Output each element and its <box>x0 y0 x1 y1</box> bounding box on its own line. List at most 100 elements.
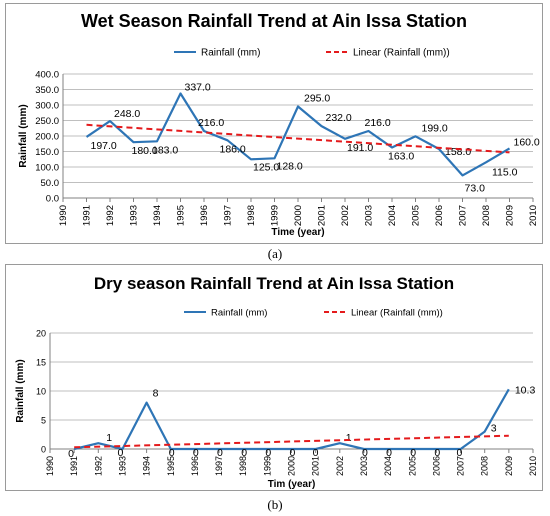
y-tick-label: 400.0 <box>35 70 59 81</box>
legend-label: Rainfall (mm) <box>201 48 260 59</box>
data-label: 0 <box>434 447 440 459</box>
x-tick-label: 2009 <box>505 205 516 226</box>
data-label: 1 <box>106 432 112 444</box>
x-axis-title: Tim (year) <box>268 479 316 490</box>
x-tick-label: 2006 <box>434 205 445 226</box>
data-label: 0 <box>117 447 123 459</box>
x-tick-label: 2010 <box>528 456 538 476</box>
x-tick-label: 2008 <box>480 456 490 476</box>
y-tick-label: 15 <box>36 358 46 368</box>
data-label: 0 <box>241 447 247 459</box>
x-tick-label: 2002 <box>340 205 351 226</box>
chart-title: Dry season Rainfall Trend at Ain Issa St… <box>93 274 455 293</box>
data-label: 0 <box>313 447 319 459</box>
y-tick-label: 10 <box>36 387 46 397</box>
x-tick-label: 2003 <box>359 456 369 476</box>
data-label: 160.0 <box>514 136 540 148</box>
wet-season-chart-panel: Wet Season Rainfall Trend at Ain Issa St… <box>5 3 543 244</box>
x-tick-label: 1994 <box>142 456 152 476</box>
data-label: 183.0 <box>152 144 178 156</box>
data-label: 191.0 <box>347 142 373 154</box>
x-tick-label: 1997 <box>214 456 224 476</box>
x-tick-label: 1993 <box>117 456 127 476</box>
data-label: 128.0 <box>277 160 303 172</box>
x-tick-label: 2007 <box>456 456 466 476</box>
data-label: 10.3 <box>515 384 536 396</box>
x-tick-label: 1999 <box>270 205 281 226</box>
data-label: 337.0 <box>185 82 211 94</box>
data-label: 0 <box>386 447 392 459</box>
x-tick-label: 2002 <box>335 456 345 476</box>
data-label: 0 <box>169 447 175 459</box>
legend-label: Linear (Rainfall (mm)) <box>351 308 443 319</box>
data-label: 0 <box>193 447 199 459</box>
data-label: 0 <box>457 447 463 459</box>
x-tick-label: 1990 <box>58 205 69 226</box>
x-tick-label: 1992 <box>105 205 116 226</box>
figure-caption-a: (a) <box>267 246 283 261</box>
x-tick-label: 2001 <box>317 205 328 226</box>
data-label: 216.0 <box>198 117 224 129</box>
y-tick-label: 0.0 <box>46 194 59 205</box>
data-label: 216.0 <box>365 117 391 129</box>
x-tick-label: 1991 <box>69 456 79 476</box>
y-tick-label: 150.0 <box>35 147 59 158</box>
x-tick-label: 2007 <box>458 205 469 226</box>
x-tick-label: 2004 <box>387 205 398 226</box>
x-tick-label: 1999 <box>262 456 272 476</box>
x-tick-label: 2006 <box>431 456 441 476</box>
data-label: 295.0 <box>304 93 330 105</box>
data-label: 1 <box>346 432 352 444</box>
x-tick-label: 2008 <box>481 205 492 226</box>
data-label: 180.0 <box>132 145 158 157</box>
y-tick-label: 5 <box>41 416 46 426</box>
y-tick-label: 100.0 <box>35 163 59 174</box>
data-label: 0 <box>290 447 296 459</box>
data-label: 0 <box>265 447 271 459</box>
data-label: 115.0 <box>492 166 518 178</box>
x-tick-label: 1995 <box>166 456 176 476</box>
x-tick-label: 1997 <box>223 205 234 226</box>
data-label: 199.0 <box>422 122 448 134</box>
x-tick-label: 2003 <box>364 205 375 226</box>
data-label: 0 <box>68 448 74 460</box>
data-label: 73.0 <box>465 182 486 194</box>
x-tick-label: 1993 <box>129 205 140 226</box>
data-label: 163.0 <box>388 150 414 162</box>
x-tick-label: 1998 <box>246 205 257 226</box>
x-tick-label: 1995 <box>176 205 187 226</box>
legend-label: Linear (Rainfall (mm)) <box>353 48 450 59</box>
x-tick-label: 1996 <box>199 205 210 226</box>
data-label: 8 <box>153 388 159 400</box>
trend-line <box>74 434 509 449</box>
rainfall-line <box>85 92 511 177</box>
x-tick-label: 2004 <box>383 456 393 476</box>
figure-caption-b: (b) <box>267 497 283 512</box>
y-axis-title: Rainfall (mm) <box>15 359 26 422</box>
x-tick-label: 2001 <box>311 456 321 476</box>
y-tick-label: 200.0 <box>35 132 59 143</box>
data-label: 0 <box>362 447 368 459</box>
rainfall-line <box>73 388 510 451</box>
data-label: 3 <box>491 423 497 435</box>
data-label: 232.0 <box>326 112 352 124</box>
legend-label: Rainfall (mm) <box>211 308 267 319</box>
y-axis-title: Rainfall (mm) <box>18 104 29 167</box>
data-label: 0 <box>217 447 223 459</box>
data-label: 0 <box>410 447 416 459</box>
y-tick-label: 20 <box>36 329 46 339</box>
dry-season-chart-panel: Dry season Rainfall Trend at Ain Issa St… <box>5 264 543 491</box>
x-tick-label: 2009 <box>504 456 514 476</box>
x-tick-label: 1998 <box>238 456 248 476</box>
x-tick-label: 1996 <box>190 456 200 476</box>
x-tick-label: 2000 <box>287 456 297 476</box>
y-tick-label: 0 <box>41 445 46 455</box>
x-tick-label: 1992 <box>93 456 103 476</box>
x-tick-label: 1990 <box>45 456 55 476</box>
x-axis-title: Time (year) <box>271 227 324 238</box>
trend-line <box>86 123 510 154</box>
x-tick-label: 2010 <box>528 205 539 226</box>
data-label: 125.0 <box>253 161 279 173</box>
data-label: 248.0 <box>114 108 140 120</box>
